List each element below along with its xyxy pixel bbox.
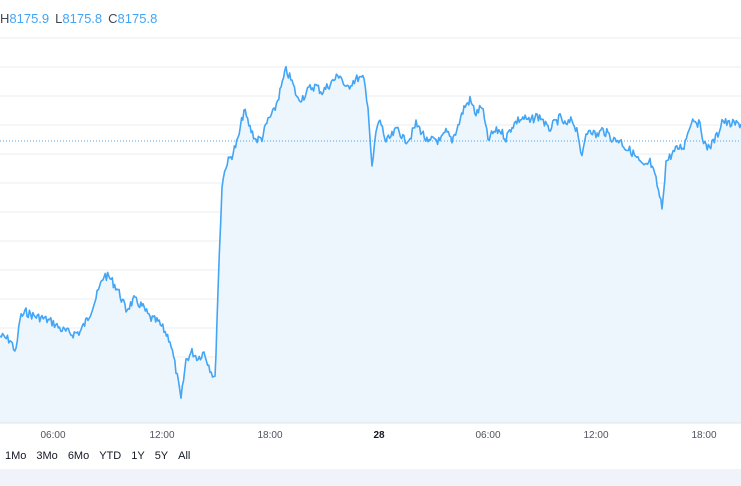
price-chart[interactable]: 06:00 12:00 18:00 28 06:00 12:00 18:00 <box>0 0 741 443</box>
x-tick-label: 12:00 <box>583 430 608 441</box>
range-3mo-button[interactable]: 3Mo <box>36 450 58 462</box>
range-6mo-button[interactable]: 6Mo <box>67 450 90 462</box>
footer-bar <box>0 469 741 486</box>
x-axis-labels: 06:00 12:00 18:00 28 06:00 12:00 18:00 <box>40 430 716 441</box>
range-1y-button[interactable]: 1Y <box>131 450 145 462</box>
ohlc-legend: H8175.9 L8175.8 C8175.8 <box>0 11 157 26</box>
x-tick-label: 12:00 <box>149 430 174 441</box>
price-area <box>0 66 741 423</box>
range-toolbar: 1Mo 3Mo 6Mo YTD 1Y 5Y All <box>0 443 741 469</box>
high-readout: H8175.9 <box>0 11 50 26</box>
range-all-button[interactable]: All <box>178 450 191 462</box>
close-readout: C8175.8 <box>108 11 158 26</box>
x-tick-label: 18:00 <box>691 430 716 441</box>
range-1mo-button[interactable]: 1Mo <box>5 450 27 462</box>
low-readout: L8175.8 <box>55 11 103 26</box>
price-line <box>0 65 741 399</box>
range-5y-button[interactable]: 5Y <box>154 450 169 462</box>
x-tick-label: 06:00 <box>475 430 500 441</box>
x-tick-label: 06:00 <box>40 430 65 441</box>
x-tick-label: 18:00 <box>257 430 282 441</box>
x-tick-label: 28 <box>373 430 385 441</box>
range-ytd-button[interactable]: YTD <box>99 450 122 462</box>
